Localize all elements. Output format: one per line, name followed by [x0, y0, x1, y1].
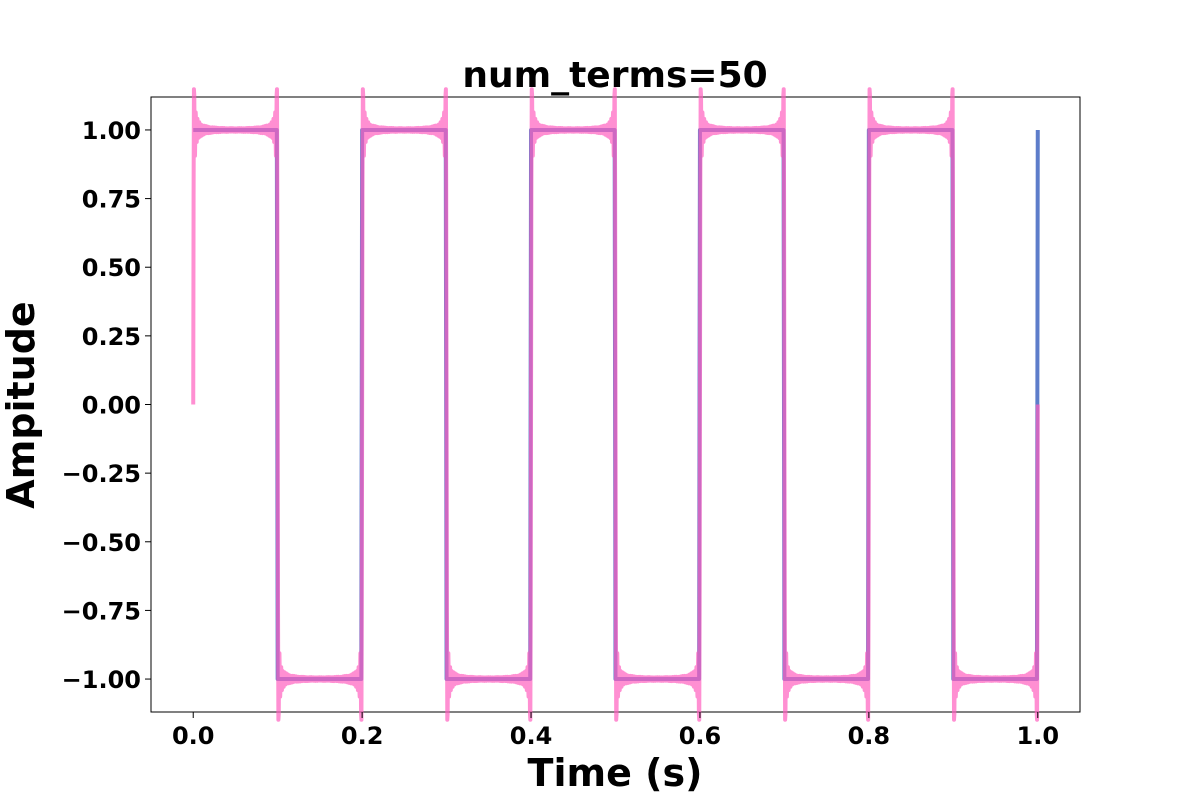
y-tick-label: 0.00: [82, 392, 141, 420]
x-tick-label: 0.0: [172, 722, 215, 750]
y-tick-label: −0.25: [62, 460, 141, 488]
y-tick-label: −1.00: [62, 666, 141, 694]
y-tick-label: 1.00: [82, 117, 141, 145]
x-tick-label: 0.8: [848, 722, 891, 750]
y-tick-label: 0.25: [82, 323, 141, 351]
x-tick-label: 1.0: [1017, 722, 1060, 750]
x-tick-label: 0.6: [679, 722, 722, 750]
y-tick-label: 0.50: [82, 254, 141, 282]
y-tick-label: 0.75: [82, 186, 141, 214]
ticks-layer: 0.0 0.2 0.4 0.6 0.8 1.0 1.00 0.75 0.50 0.25 0.00 −0…: [62, 117, 1059, 750]
y-axis-title: Ampitude: [0, 301, 43, 508]
x-tick-label: 0.4: [510, 722, 553, 750]
series-layer: [191, 87, 1040, 722]
y-tick-label: −0.50: [62, 529, 141, 557]
plot-area: 0.0 0.2 0.4 0.6 0.8 1.0 1.00 0.75 0.50 0.25 0.00 −0…: [62, 87, 1081, 750]
y-tick-label: −0.75: [62, 597, 141, 625]
x-tick-label: 0.2: [341, 722, 384, 750]
x-axis-title: Time (s): [528, 751, 703, 795]
series-line-2: [191, 87, 1040, 722]
